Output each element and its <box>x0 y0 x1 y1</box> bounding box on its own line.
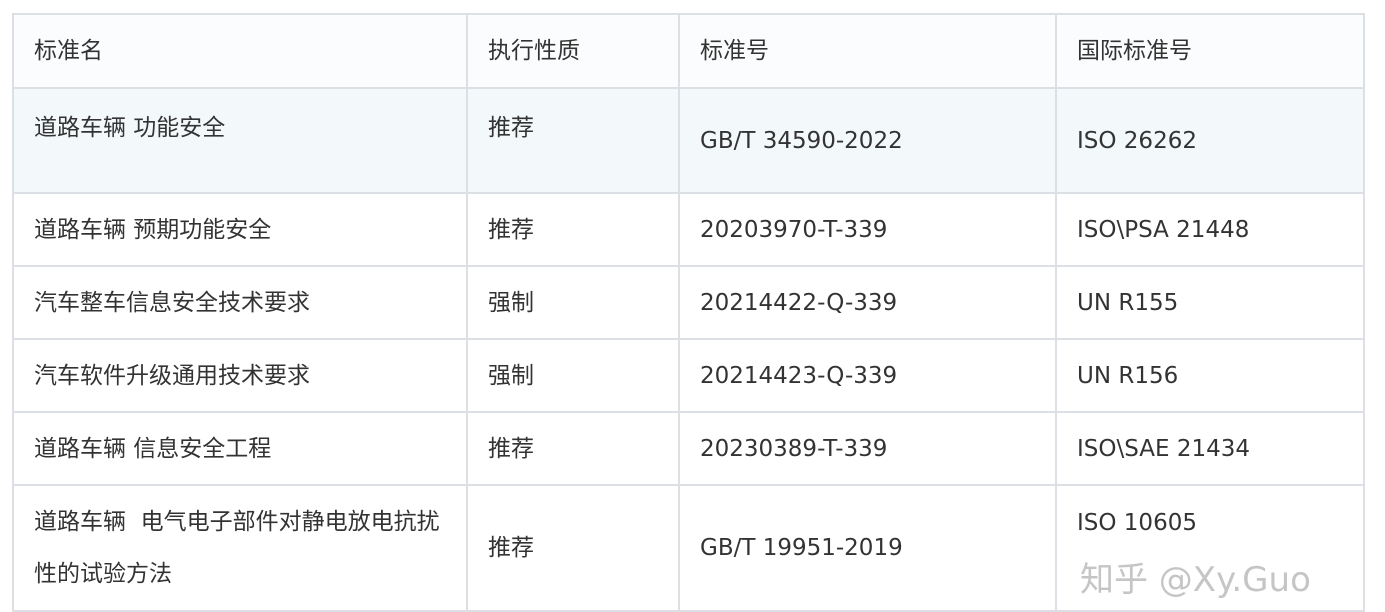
cell-intl-number: ISO 26262 <box>1055 87 1365 194</box>
header-number: 标准号 <box>678 13 1057 89</box>
table-row: 汽车软件升级通用技术要求 强制 20214423-Q-339 UN R156 <box>12 338 1365 413</box>
cell-type: 推荐 <box>466 87 680 194</box>
table-row: 道路车辆 预期功能安全 推荐 20203970-T-339 ISO\PSA 21… <box>12 192 1365 267</box>
cell-number: 20214422-Q-339 <box>678 265 1057 340</box>
cell-name: 汽车软件升级通用技术要求 <box>12 338 468 413</box>
cell-type: 强制 <box>466 338 680 413</box>
cell-intl-number: ISO\SAE 21434 <box>1055 411 1365 486</box>
standards-table: 标准名 执行性质 标准号 国际标准号 道路车辆 功能安全 推荐 GB/T 345… <box>12 13 1365 612</box>
cell-name: 道路车辆 信息安全工程 <box>12 411 468 486</box>
table-row: 汽车整车信息安全技术要求 强制 20214422-Q-339 UN R155 <box>12 265 1365 340</box>
header-type: 执行性质 <box>466 13 680 89</box>
cell-number: GB/T 19951-2019 <box>678 484 1057 612</box>
cell-number: 20230389-T-339 <box>678 411 1057 486</box>
cell-name: 道路车辆 预期功能安全 <box>12 192 468 267</box>
cell-type: 推荐 <box>466 411 680 486</box>
cell-type: 推荐 <box>466 192 680 267</box>
cell-type: 推荐 <box>466 484 680 612</box>
table-row: 道路车辆 电气电子部件对静电放电抗扰性的试验方法 推荐 GB/T 19951-2… <box>12 484 1365 612</box>
cell-intl-number: UN R155 <box>1055 265 1365 340</box>
cell-intl-number: ISO\PSA 21448 <box>1055 192 1365 267</box>
table-row: 道路车辆 功能安全 推荐 GB/T 34590-2022 ISO 26262 <box>12 87 1365 194</box>
cell-number: 20214423-Q-339 <box>678 338 1057 413</box>
cell-name: 道路车辆 电气电子部件对静电放电抗扰性的试验方法 <box>12 484 468 612</box>
cell-type: 强制 <box>466 265 680 340</box>
cell-number: GB/T 34590-2022 <box>678 87 1057 194</box>
header-name: 标准名 <box>12 13 468 89</box>
table-row: 道路车辆 信息安全工程 推荐 20230389-T-339 ISO\SAE 21… <box>12 411 1365 486</box>
header-intl-number: 国际标准号 <box>1055 13 1365 89</box>
table-header-row: 标准名 执行性质 标准号 国际标准号 <box>12 13 1365 89</box>
cell-name: 汽车整车信息安全技术要求 <box>12 265 468 340</box>
cell-intl-number: UN R156 <box>1055 338 1365 413</box>
cell-intl-number: ISO 10605 <box>1055 484 1365 612</box>
cell-name: 道路车辆 功能安全 <box>12 87 468 194</box>
cell-number: 20203970-T-339 <box>678 192 1057 267</box>
